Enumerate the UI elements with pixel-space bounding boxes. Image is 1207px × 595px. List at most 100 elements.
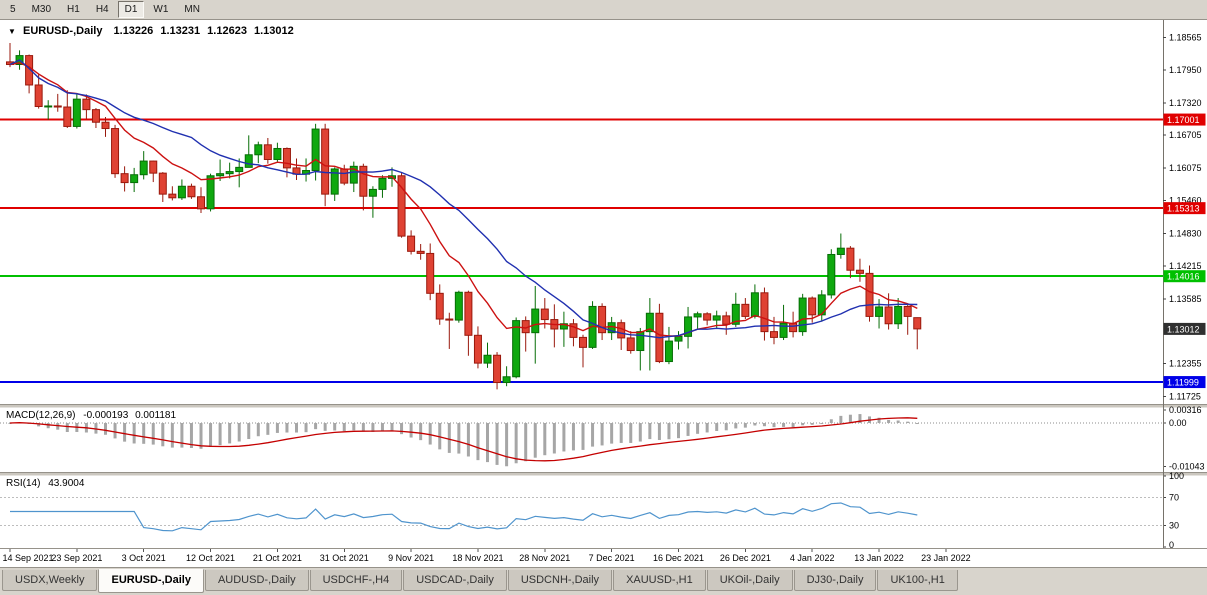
candle-body (407, 235, 416, 252)
macd-histogram-bar (533, 423, 537, 458)
candle-body (206, 175, 215, 210)
macd-histogram-bar (743, 423, 747, 428)
header-high-value: 1.13231 (160, 25, 200, 37)
timeframe-button-5[interactable]: 5 (10, 4, 16, 15)
candle-body (473, 334, 482, 364)
macd-histogram-bar (56, 423, 60, 430)
macd-histogram-bar (571, 423, 575, 451)
price-level-tag (1163, 270, 1206, 283)
date-label: 13 Jan 2022 (854, 553, 904, 563)
candle-body (693, 313, 702, 318)
rsi-name: RSI(14) (6, 478, 40, 489)
macd-histogram-bar (476, 423, 480, 461)
chart-tab-usdcad-daily[interactable]: USDCAD-,Daily (403, 570, 507, 591)
candle-body (130, 174, 139, 184)
candle-body (254, 144, 263, 156)
macd-histogram-bar (342, 423, 346, 432)
chart-window: ▼ EURUSD-,Daily 1.13226 1.13231 1.12623 … (0, 20, 1207, 567)
header-symbol-period: EURUSD-,Daily (23, 25, 103, 37)
macd-histogram-bar (8, 423, 12, 425)
macd-histogram-bar (132, 423, 136, 444)
price-level-tag-label: 1.11999 (1167, 378, 1199, 388)
date-label: 9 Nov 2021 (388, 553, 434, 563)
macd-histogram-bar (715, 423, 719, 431)
macd-axis-label: 0.00 (1169, 418, 1187, 428)
macd-axis-label: 0.00316 (1169, 405, 1202, 415)
macd-histogram-bar (705, 423, 709, 433)
candle-body (493, 354, 502, 384)
timeframe-button-h1[interactable]: H1 (67, 4, 80, 15)
candle-body (894, 305, 903, 325)
candle-body (435, 292, 444, 320)
price-level-tag (1163, 202, 1206, 215)
candle-body (359, 165, 368, 197)
candle-body (340, 168, 349, 184)
price-scale[interactable]: 1.18565 1.17950 1.17320 1.16705 1.16075 1.154… (1163, 32, 1206, 401)
timeframe-button-w1[interactable]: W1 (153, 4, 169, 15)
candle-body (855, 269, 864, 274)
candle-body (139, 160, 148, 176)
rsi-line (10, 502, 918, 532)
candle-body (684, 316, 693, 337)
macd-histogram-bar (199, 423, 203, 449)
price-level-tag (1163, 376, 1206, 389)
macd-histogram-bar (906, 421, 910, 424)
candle-body (674, 335, 683, 342)
macd-histogram-bar (457, 423, 461, 454)
macd-histogram-bar (400, 423, 404, 435)
chart-tab-usdchf-h4[interactable]: USDCHF-,H4 (309, 570, 403, 591)
chart-canvas[interactable]: ▼ EURUSD-,Daily 1.13226 1.13231 1.12623 … (0, 20, 1207, 567)
price-tick-label: 1.12355 (1169, 358, 1202, 368)
macd-histogram-bar (104, 423, 107, 435)
candle-body (44, 105, 53, 108)
candle-body (884, 306, 893, 325)
macd-histogram-bar (657, 423, 661, 441)
splitter-macd-rsi[interactable] (0, 472, 1207, 476)
macd-signal-line (9, 417, 918, 462)
date-label: 23 Jan 2022 (921, 553, 971, 563)
chart-tab-xauusd-h1[interactable]: XAUUSD-,H1 (613, 570, 706, 591)
date-label: 3 Oct 2021 (122, 553, 166, 563)
timeframe-button-h4[interactable]: H4 (95, 4, 109, 15)
chart-tab-usdcnh-daily[interactable]: USDCNH-,Daily (507, 570, 613, 591)
macd-histogram-bar (505, 423, 509, 467)
candle-body (913, 317, 922, 330)
macd-histogram-bar (113, 423, 117, 439)
chart-tab-ukoil-daily[interactable]: UKOil-,Daily (706, 570, 793, 591)
macd-histogram-bar (877, 417, 881, 424)
rsi-axis-label: 30 (1169, 521, 1179, 531)
macd-histogram-bar (552, 423, 556, 454)
macd-histogram-bar (390, 423, 394, 431)
macd-histogram-bar (304, 423, 308, 433)
date-label: 14 Sep 2021 (2, 553, 53, 563)
price-tick-label: 1.14830 (1169, 228, 1202, 238)
header-low-value: 1.12623 (207, 25, 247, 37)
chart-tab-dj30-daily[interactable]: DJ30-,Daily (793, 570, 877, 591)
candle-body (664, 340, 673, 363)
macd-histogram-bar (180, 423, 184, 448)
timeframe-button-d1[interactable]: D1 (117, 1, 145, 18)
chart-tab-audusd-daily[interactable]: AUDUSD-,Daily (204, 570, 309, 591)
candle-body (273, 147, 282, 160)
macd-histogram-bar (371, 423, 375, 432)
symbol-menu-icon[interactable]: ▼ (8, 27, 16, 36)
date-label: 21 Oct 2021 (253, 553, 302, 563)
chart-tab-usdx-weekly[interactable]: USDX,Weekly (2, 570, 98, 591)
timeframe-button-m30[interactable]: M30 (31, 4, 52, 15)
macd-histogram-bar (638, 423, 642, 442)
splitter-main-macd[interactable] (0, 404, 1207, 408)
macd-histogram-bar (189, 423, 193, 448)
macd-histogram-bar (696, 423, 700, 434)
chart-tab-uk100-h1[interactable]: UK100-,H1 (877, 570, 958, 591)
macd-histogram-bar (648, 423, 652, 440)
macd-histogram-bar (486, 423, 489, 463)
macd-signal-value: 0.001181 (135, 410, 176, 421)
timeframe-button-mn[interactable]: MN (184, 4, 200, 15)
horizontal-lines-layer[interactable] (0, 118, 1163, 384)
price-level-tag-label: 1.15313 (1167, 204, 1200, 214)
macd-label: MACD(12,26,9) -0.000193 0.001181 (6, 410, 176, 421)
candle-body (731, 303, 740, 325)
candle-body (703, 313, 712, 321)
chart-tab-eurusd-daily[interactable]: EURUSD-,Daily (98, 569, 204, 593)
